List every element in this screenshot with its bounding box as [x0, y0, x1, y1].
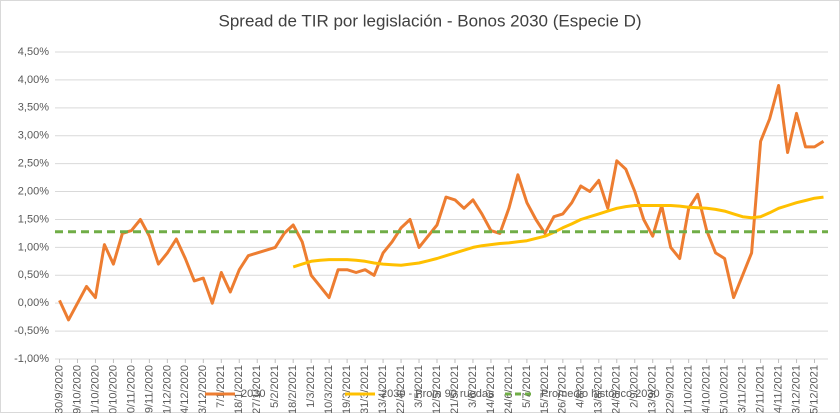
x-tick-label: 1/3/2021: [305, 365, 317, 408]
x-tick-label: 30/10/2020: [107, 365, 119, 413]
x-tick-label: 24/11/2021: [772, 365, 784, 413]
x-tick-label: 26/7/2021: [557, 365, 569, 413]
x-tick-label: 18/2/2021: [287, 365, 299, 413]
y-tick-label: 4,00%: [18, 74, 49, 86]
legend-label: 2030: [241, 388, 265, 400]
x-tick-label: 14/10/2021: [701, 365, 713, 413]
x-tick-label: 14/12/2020: [179, 365, 191, 413]
y-tick-label: 1,00%: [18, 241, 49, 253]
y-tick-label: -1,00%: [14, 353, 49, 365]
x-tick-label: 13/9/2021: [647, 365, 659, 413]
x-tick-label: 13/8/2021: [593, 365, 605, 413]
x-tick-label: 2/9/2021: [629, 365, 641, 408]
x-tick-label: 5/2/2021: [269, 365, 281, 408]
x-tick-label: 12/11/2021: [754, 365, 766, 413]
x-tick-label: 3/12/2021: [790, 365, 802, 413]
y-tick-label: 0,00%: [18, 297, 49, 309]
y-tick-label: 1,50%: [18, 213, 49, 225]
x-tick-label: 24/8/2021: [611, 365, 623, 413]
chart-title: Spread de TIR por legislación - Bonos 20…: [218, 11, 641, 30]
x-tick-label: 9/10/2020: [71, 365, 83, 413]
y-tick-label: 3,00%: [18, 130, 49, 142]
x-tick-label: 31/3/2021: [359, 365, 371, 413]
x-tick-label: 4/8/2021: [575, 365, 587, 408]
x-tick-label: 10/3/2021: [323, 365, 335, 413]
legend-label: 2030 - Prom 90 ruedas: [381, 388, 494, 400]
x-tick-label: 19/3/2021: [341, 365, 353, 413]
x-tick-label: 14/6/2021: [485, 365, 497, 413]
x-tick-label: 21/5/2021: [449, 365, 461, 413]
x-tick-label: 24/6/2021: [503, 365, 515, 413]
x-tick-label: 27/1/2021: [251, 365, 263, 413]
x-tick-label: 3/6/2021: [467, 365, 479, 408]
legend-label: Promedio histórico 2030: [541, 388, 660, 400]
x-tick-label: 5/7/2021: [521, 365, 533, 408]
x-tick-label: 30/9/2020: [53, 365, 65, 413]
x-tick-label: 3/5/2021: [413, 365, 425, 408]
x-tick-label: 3/11/2021: [737, 365, 749, 413]
y-tick-label: 4,50%: [18, 46, 49, 58]
series-line: [292, 195, 824, 269]
x-tick-label: 13/4/2021: [377, 365, 389, 413]
x-tick-label: 23/12/2020: [197, 365, 209, 413]
x-tick-label: 15/7/2021: [539, 365, 551, 413]
y-tick-label: -0,50%: [14, 325, 49, 337]
x-tick-label: 15/12/2021: [808, 365, 820, 413]
x-tick-label: 1/10/2021: [683, 365, 695, 413]
x-tick-label: 1/12/2020: [161, 365, 173, 413]
x-tick-label: 19/11/2020: [143, 365, 155, 413]
y-tick-label: 0,50%: [18, 269, 49, 281]
y-tick-label: 3,50%: [18, 102, 49, 114]
x-tick-label: 22/9/2021: [665, 365, 677, 413]
series-line: [58, 84, 825, 322]
y-tick-label: 2,50%: [18, 158, 49, 170]
x-tick-label: 7/1/2021: [215, 365, 227, 408]
x-tick-label: 25/10/2021: [719, 365, 731, 413]
y-tick-label: 2,00%: [18, 185, 49, 197]
x-tick-label: 18/1/2021: [233, 365, 245, 413]
x-tick-label: 12/5/2021: [431, 365, 443, 413]
x-tick-label: 10/11/2020: [125, 365, 137, 413]
x-tick-label: 22/4/2021: [395, 365, 407, 413]
x-tick-label: 21/10/2020: [89, 365, 101, 413]
